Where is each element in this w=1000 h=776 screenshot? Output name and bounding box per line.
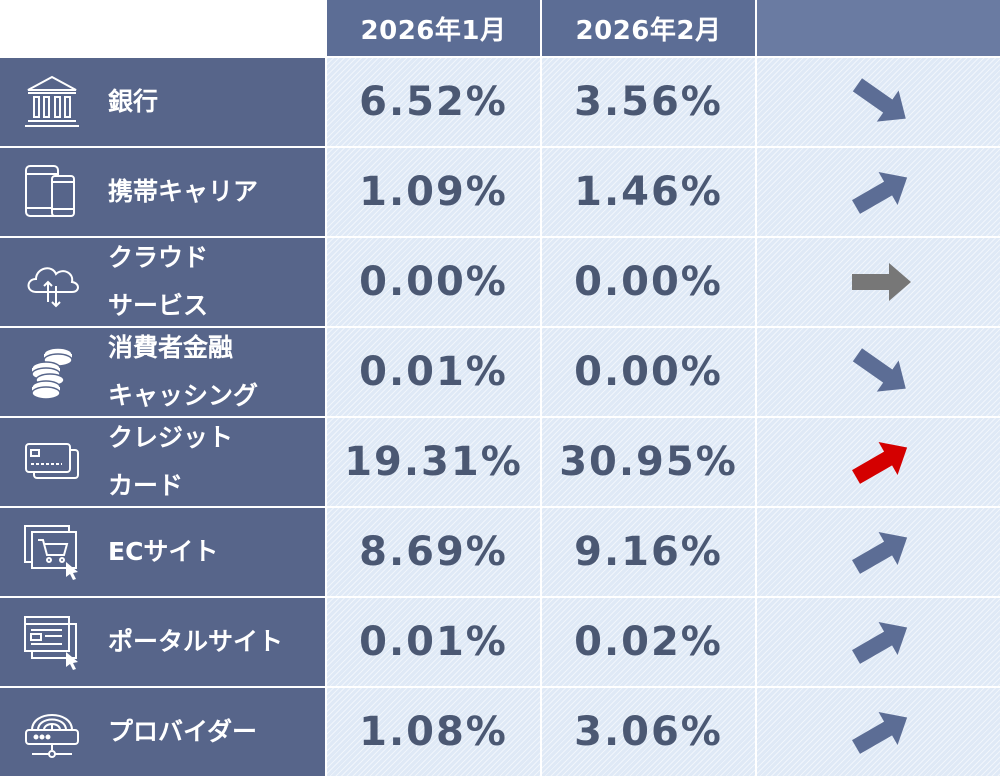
trend-down-arrow-icon [852,78,906,122]
category-cell: クレジット カード [0,416,325,506]
category-label: プロバイダー [108,717,258,746]
category-cell: 銀行 [0,56,325,146]
value-feb: 0.00% [542,236,755,326]
trend-up-arrow-icon [851,712,907,754]
shopping-cart-icon [22,522,82,582]
trend-cell [757,146,1000,236]
trend-up-arrow-icon [851,172,907,214]
value-jan: 1.08% [327,686,540,776]
value-jan: 19.31% [327,416,540,506]
category-cell: 携帯キャリア [0,146,325,236]
trend-cell [757,596,1000,686]
category-label: クレジット [108,423,234,452]
trend-up-arrow-icon [851,532,907,574]
value-jan: 8.69% [327,506,540,596]
credit-card-icon [22,432,82,492]
mobile-devices-icon [22,162,82,222]
category-cell: ECサイト [0,506,325,596]
value-jan: 1.09% [327,146,540,236]
value-feb: 30.95% [542,416,755,506]
trend-cell [757,326,1000,416]
value-jan: 0.01% [327,326,540,416]
value-feb: 0.00% [542,326,755,416]
value-feb: 3.56% [542,56,755,146]
category-label: クラウド [108,243,209,272]
value-jan: 0.01% [327,596,540,686]
trend-cell [757,416,1000,506]
category-cell: 消費者金融 キャッシング [0,326,325,416]
value-jan: 0.00% [327,236,540,326]
value-feb: 0.02% [542,596,755,686]
category-cell: ポータルサイト [0,596,325,686]
value-feb: 3.06% [542,686,755,776]
table-corner [0,0,325,56]
category-label: 消費者金融 [108,333,234,362]
bank-icon [22,72,82,132]
router-icon [22,702,82,762]
trend-cell [757,506,1000,596]
category-cell: プロバイダー [0,686,325,776]
value-feb: 1.46% [542,146,755,236]
trend-cell [757,686,1000,776]
column-header-trend [757,0,1000,56]
trend-up-arrow-icon [851,622,907,664]
category-label: 携帯キャリア [108,177,259,206]
trend-cell [757,236,1000,326]
category-label: ポータルサイト [108,627,284,656]
portal-site-icon [22,612,82,672]
category-label-line2: キャッシング [108,381,259,410]
category-cell: クラウド サービス [0,236,325,326]
value-jan: 6.52% [327,56,540,146]
trend-flat-arrow-icon [851,263,911,301]
coin-stack-icon [22,342,82,402]
category-label: 銀行 [108,87,159,116]
trend-up-arrow-icon [851,442,907,484]
category-label-line2: サービス [108,291,209,320]
trend-cell [757,56,1000,146]
category-label: ECサイト [108,537,219,566]
column-header-feb: 2026年2月 [542,0,755,56]
cloud-sync-icon [22,252,82,312]
category-label-line2: カード [108,471,184,500]
value-feb: 9.16% [542,506,755,596]
trend-down-arrow-icon [852,348,906,392]
column-header-jan: 2026年1月 [327,0,540,56]
